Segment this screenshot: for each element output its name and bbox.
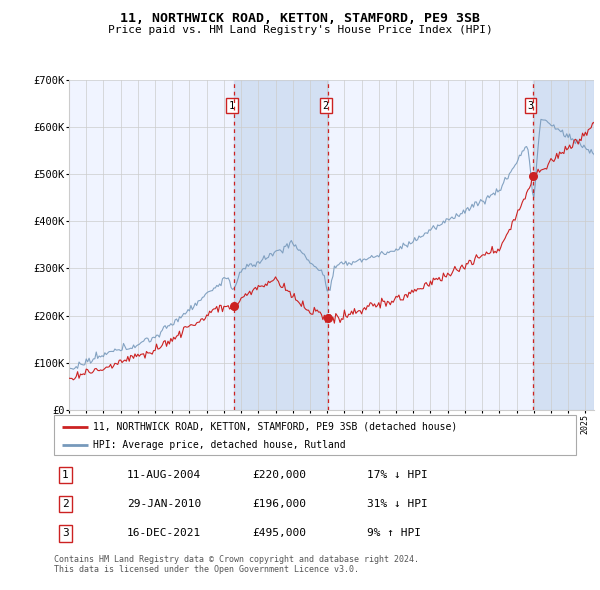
Text: 29-JAN-2010: 29-JAN-2010 (127, 499, 202, 509)
Text: 2: 2 (323, 101, 329, 110)
Text: Contains HM Land Registry data © Crown copyright and database right 2024.: Contains HM Land Registry data © Crown c… (54, 555, 419, 563)
Text: 9% ↑ HPI: 9% ↑ HPI (367, 529, 421, 539)
Text: Price paid vs. HM Land Registry's House Price Index (HPI): Price paid vs. HM Land Registry's House … (107, 25, 493, 35)
Text: HPI: Average price, detached house, Rutland: HPI: Average price, detached house, Rutl… (93, 441, 346, 450)
Text: 11, NORTHWICK ROAD, KETTON, STAMFORD, PE9 3SB: 11, NORTHWICK ROAD, KETTON, STAMFORD, PE… (120, 12, 480, 25)
Text: 1: 1 (229, 101, 235, 110)
Text: 11, NORTHWICK ROAD, KETTON, STAMFORD, PE9 3SB (detached house): 11, NORTHWICK ROAD, KETTON, STAMFORD, PE… (93, 422, 457, 432)
Text: 17% ↓ HPI: 17% ↓ HPI (367, 470, 428, 480)
Text: 31% ↓ HPI: 31% ↓ HPI (367, 499, 428, 509)
Text: 3: 3 (62, 529, 69, 539)
Text: 3: 3 (527, 101, 533, 110)
Text: 2: 2 (62, 499, 69, 509)
Text: 11-AUG-2004: 11-AUG-2004 (127, 470, 202, 480)
Text: £220,000: £220,000 (253, 470, 307, 480)
Text: £495,000: £495,000 (253, 529, 307, 539)
Text: 1: 1 (62, 470, 69, 480)
Text: £196,000: £196,000 (253, 499, 307, 509)
Bar (235, 80, 328, 410)
Text: This data is licensed under the Open Government Licence v3.0.: This data is licensed under the Open Gov… (54, 565, 359, 573)
Text: 16-DEC-2021: 16-DEC-2021 (127, 529, 202, 539)
Bar (533, 80, 594, 410)
